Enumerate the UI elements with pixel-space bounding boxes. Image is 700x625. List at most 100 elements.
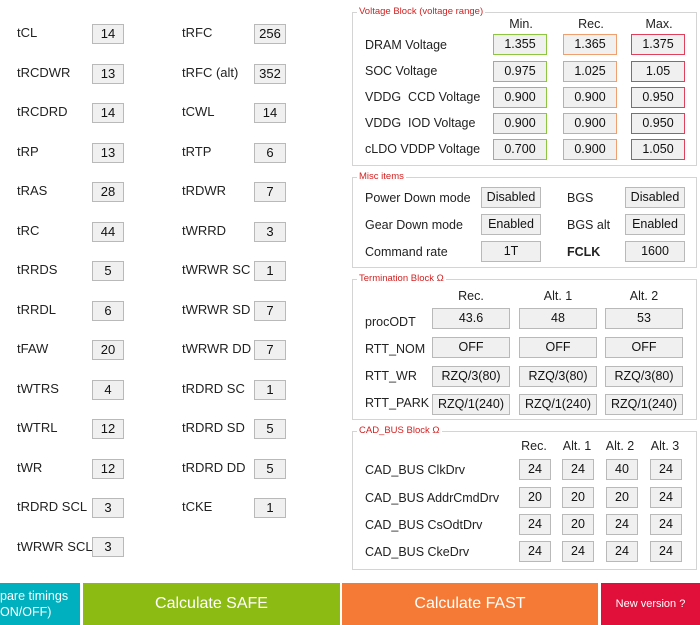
voltage-vddg-ccd-max[interactable]: 0.950 xyxy=(631,87,685,108)
voltage-cldo-vddp-max[interactable]: 1.050 xyxy=(631,139,685,160)
timing-value-trrdl[interactable]: 6 xyxy=(92,301,124,321)
timing-value-tras[interactable]: 28 xyxy=(92,182,124,202)
timing-value-twr[interactable]: 12 xyxy=(92,459,124,479)
voltage-soc-min[interactable]: 0.975 xyxy=(493,61,547,82)
voltage-vddg-ccd-min[interactable]: 0.900 xyxy=(493,87,547,108)
command-rate-value[interactable]: 1T xyxy=(481,241,541,262)
cad-bus-csodtdrv-alt2[interactable]: 24 xyxy=(606,514,638,535)
voltage-dram-min[interactable]: 1.355 xyxy=(493,34,547,55)
timing-label-twrwr-scl: tWRWR SCL xyxy=(17,539,93,554)
compare-timings-button[interactable]: pare timings ON/OFF) xyxy=(0,583,80,625)
voltage-soc-max[interactable]: 1.05 xyxy=(631,61,685,82)
timing-value-trrds[interactable]: 5 xyxy=(92,261,124,281)
calculate-fast-button[interactable]: Calculate FAST xyxy=(342,583,598,625)
new-version-button[interactable]: New version ? xyxy=(601,583,700,625)
fclk-value[interactable]: 1600 xyxy=(625,241,685,262)
timing-value-twrwr-sc[interactable]: 1 xyxy=(254,261,286,281)
misc-block-title: Misc items xyxy=(357,171,406,183)
cad-bus-addrcmddrv-rec[interactable]: 20 xyxy=(519,487,551,508)
proc-odt-alt2[interactable]: 53 xyxy=(605,308,683,329)
cad-bus-csodtdrv-rec[interactable]: 24 xyxy=(519,514,551,535)
timing-label-twrwr-sd: tWRWR SD xyxy=(182,302,251,317)
voltage-dram-max[interactable]: 1.375 xyxy=(631,34,685,55)
rtt-park-rec[interactable]: RZQ/1(240) xyxy=(432,394,510,415)
timing-value-twrwr-scl[interactable]: 3 xyxy=(92,537,124,557)
timing-value-twrrd[interactable]: 3 xyxy=(254,222,286,242)
timing-value-trfc-alt[interactable]: 352 xyxy=(254,64,286,84)
rtt-nom-rec[interactable]: OFF xyxy=(432,337,510,358)
gear-down-value[interactable]: Enabled xyxy=(481,214,541,235)
rtt-wr-rec[interactable]: RZQ/3(80) xyxy=(432,366,510,387)
power-down-value[interactable]: Disabled xyxy=(481,187,541,208)
timing-label-tcke: tCKE xyxy=(182,499,213,514)
cad-bus-ckedrv-alt3[interactable]: 24 xyxy=(650,541,682,562)
timing-value-trdwr[interactable]: 7 xyxy=(254,182,286,202)
cad-bus-addrcmddrv-alt2[interactable]: 20 xyxy=(606,487,638,508)
voltage-soc-rec[interactable]: 1.025 xyxy=(563,61,617,82)
voltage-label-vddg-iod: VDDG IOD Voltage xyxy=(365,116,476,130)
voltage-label-vddg-ccd: VDDG CCD Voltage xyxy=(365,90,481,104)
rtt-wr-alt1[interactable]: RZQ/3(80) xyxy=(519,366,597,387)
rtt-nom-alt1[interactable]: OFF xyxy=(519,337,597,358)
voltage-label-dram: DRAM Voltage xyxy=(365,38,447,52)
proc-odt-alt1[interactable]: 48 xyxy=(519,308,597,329)
voltage-dram-rec[interactable]: 1.365 xyxy=(563,34,617,55)
timing-value-twrwr-dd[interactable]: 7 xyxy=(254,340,286,360)
bgs-value[interactable]: Disabled xyxy=(625,187,685,208)
timing-value-twtrl[interactable]: 12 xyxy=(92,419,124,439)
timing-value-tfaw[interactable]: 20 xyxy=(92,340,124,360)
cad-bus-addrcmddrv-alt1[interactable]: 20 xyxy=(562,487,594,508)
timing-value-trtp[interactable]: 6 xyxy=(254,143,286,163)
timing-label-trdrd-sd: tRDRD SD xyxy=(182,420,245,435)
timing-value-trfc[interactable]: 256 xyxy=(254,24,286,44)
compare-timings-line2: ON/OFF) xyxy=(0,605,52,619)
timing-value-trdrd-sd[interactable]: 5 xyxy=(254,419,286,439)
cad-bus-block-title: CAD_BUS Block Ω xyxy=(357,425,442,437)
timing-value-trp[interactable]: 13 xyxy=(92,143,124,163)
timing-value-twrwr-sd[interactable]: 7 xyxy=(254,301,286,321)
voltage-vddg-iod-min[interactable]: 0.900 xyxy=(493,113,547,134)
voltage-cldo-vddp-rec[interactable]: 0.900 xyxy=(563,139,617,160)
cad-bus-clkdrv-alt1[interactable]: 24 xyxy=(562,459,594,480)
timing-value-twtrs[interactable]: 4 xyxy=(92,380,124,400)
timing-value-trdrd-dd[interactable]: 5 xyxy=(254,459,286,479)
timing-value-trc[interactable]: 44 xyxy=(92,222,124,242)
timing-value-trdrd-scl[interactable]: 3 xyxy=(92,498,124,518)
proc-odt-rec[interactable]: 43.6 xyxy=(432,308,510,329)
rtt-wr-alt2[interactable]: RZQ/3(80) xyxy=(605,366,683,387)
timing-label-trdrd-dd: tRDRD DD xyxy=(182,460,246,475)
rtt-nom-alt2[interactable]: OFF xyxy=(605,337,683,358)
cad-bus-ckedrv-alt1[interactable]: 24 xyxy=(562,541,594,562)
misc-block: Misc items Power Down mode Disabled BGS … xyxy=(352,171,697,268)
cad-bus-clkdrv-alt2[interactable]: 40 xyxy=(606,459,638,480)
timing-label-trc: tRC xyxy=(17,223,40,238)
timing-label-twtrs: tWTRS xyxy=(17,381,59,396)
rtt-park-alt2[interactable]: RZQ/1(240) xyxy=(605,394,683,415)
timing-value-trdrd-sc[interactable]: 1 xyxy=(254,380,286,400)
voltage-vddg-ccd-rec[interactable]: 0.900 xyxy=(563,87,617,108)
timing-label-trcdwr: tRCDWR xyxy=(17,65,71,80)
voltage-cldo-vddp-min[interactable]: 0.700 xyxy=(493,139,547,160)
voltage-vddg-iod-max[interactable]: 0.950 xyxy=(631,113,685,134)
timing-value-trcdwr[interactable]: 13 xyxy=(92,64,124,84)
timing-value-trcdrd[interactable]: 14 xyxy=(92,103,124,123)
timing-value-tcl[interactable]: 14 xyxy=(92,24,124,44)
rtt-park-alt1[interactable]: RZQ/1(240) xyxy=(519,394,597,415)
timing-label-trdwr: tRDWR xyxy=(182,183,227,198)
cad-bus-csodtdrv-label: CAD_BUS CsOdtDrv xyxy=(365,518,483,532)
cad-bus-ckedrv-rec[interactable]: 24 xyxy=(519,541,551,562)
fclk-label: FCLK xyxy=(567,245,601,259)
cad-bus-header-alt3: Alt. 3 xyxy=(650,439,680,453)
cad-bus-csodtdrv-alt1[interactable]: 20 xyxy=(562,514,594,535)
cad-bus-csodtdrv-alt3[interactable]: 24 xyxy=(650,514,682,535)
timing-value-tcwl[interactable]: 14 xyxy=(254,103,286,123)
cad-bus-addrcmddrv-alt3[interactable]: 24 xyxy=(650,487,682,508)
calculate-safe-button[interactable]: Calculate SAFE xyxy=(83,583,340,625)
bgs-alt-value[interactable]: Enabled xyxy=(625,214,685,235)
timing-value-tcke[interactable]: 1 xyxy=(254,498,286,518)
cad-bus-clkdrv-rec[interactable]: 24 xyxy=(519,459,551,480)
termination-header-rec: Rec. xyxy=(458,289,484,303)
cad-bus-clkdrv-alt3[interactable]: 24 xyxy=(650,459,682,480)
cad-bus-ckedrv-alt2[interactable]: 24 xyxy=(606,541,638,562)
voltage-vddg-iod-rec[interactable]: 0.900 xyxy=(563,113,617,134)
